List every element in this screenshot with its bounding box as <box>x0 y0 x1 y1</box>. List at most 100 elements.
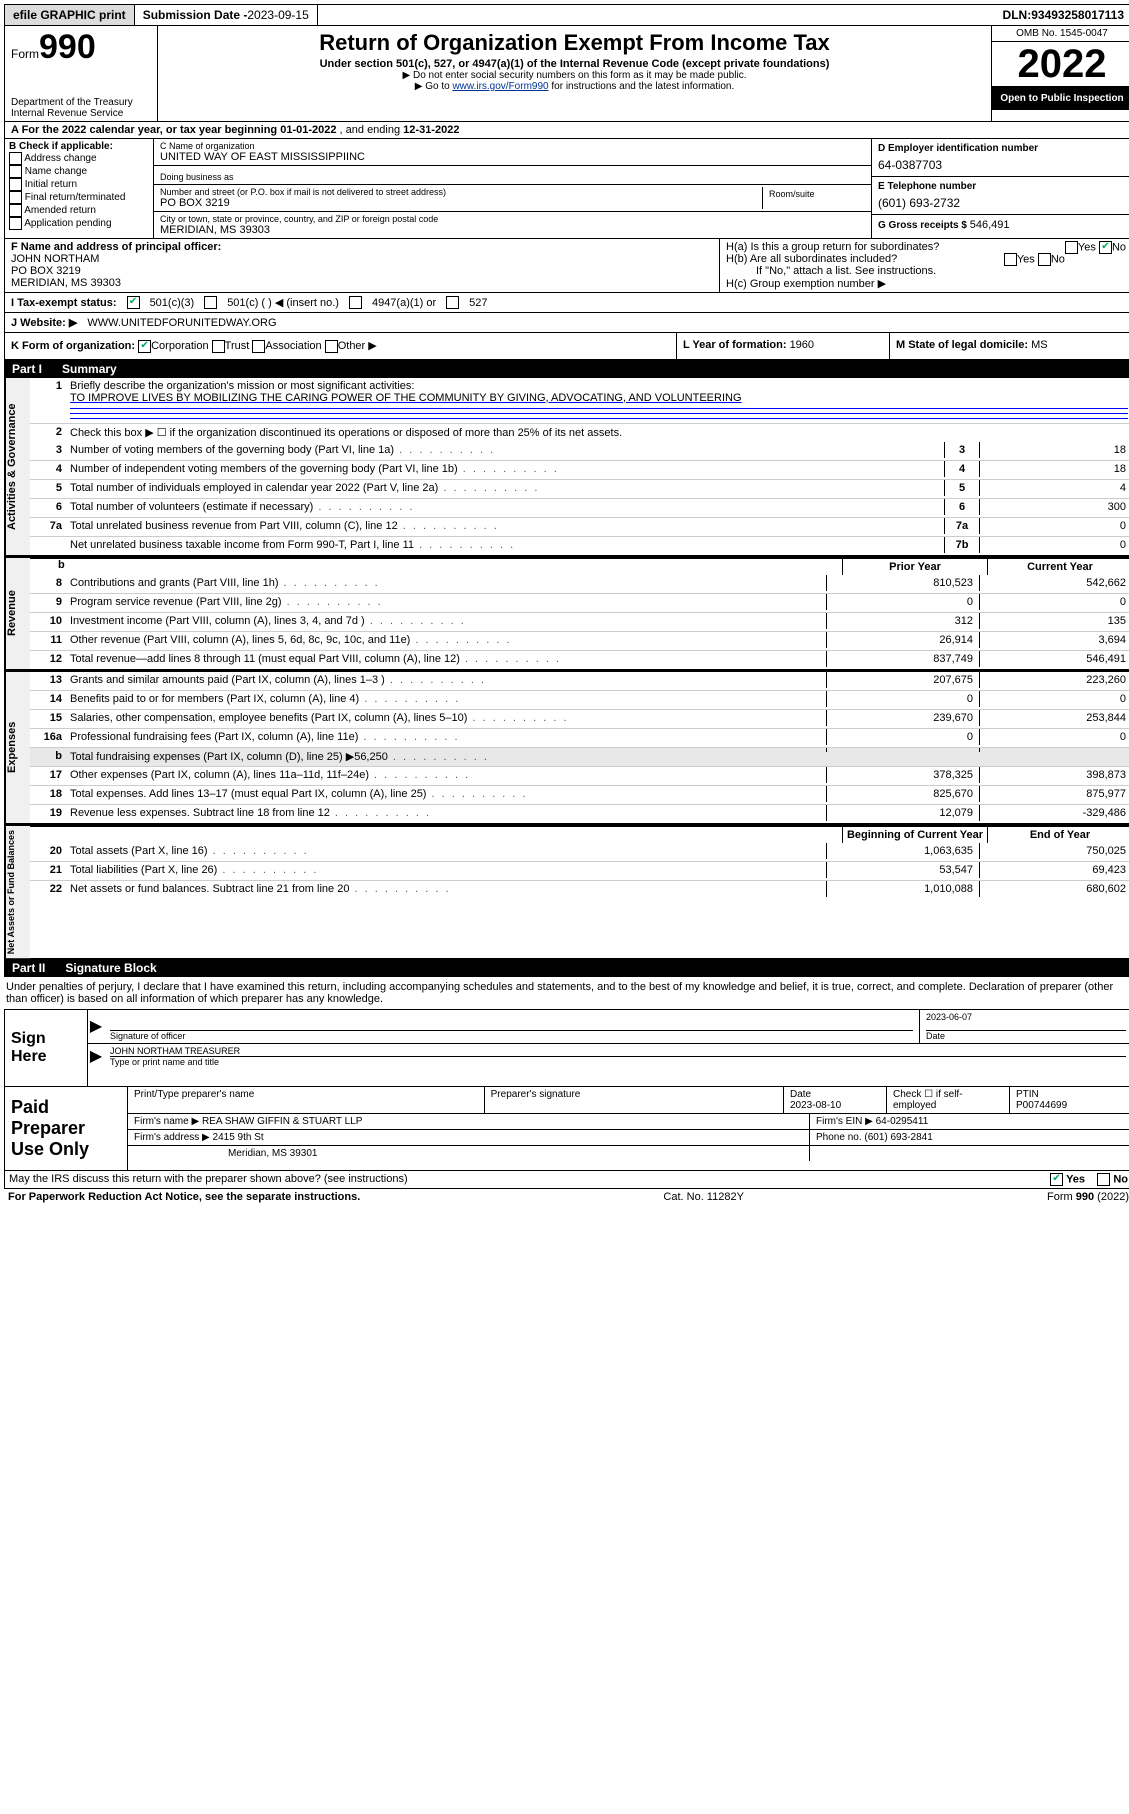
ha-no-cb[interactable] <box>1099 241 1112 254</box>
net-line-22: 22Net assets or fund balances. Subtract … <box>30 880 1129 899</box>
firm-phone-value: (601) 693-2841 <box>864 1132 932 1143</box>
sig-arrow2-icon: ▶ <box>88 1044 104 1069</box>
line1-label: Briefly describe the organization's miss… <box>70 380 414 392</box>
gov-line-7a: 7aTotal unrelated business revenue from … <box>30 517 1129 536</box>
firm-addr2-value: Meridian, MS 39301 <box>128 1146 810 1161</box>
firm-phone-label: Phone no. <box>816 1132 864 1143</box>
section-expenses: Expenses 13Grants and similar amounts pa… <box>4 670 1129 824</box>
firm-name-label: Firm's name ▶ <box>134 1116 202 1127</box>
exp-line-15: 15Salaries, other compensation, employee… <box>30 709 1129 728</box>
cb-final-return[interactable]: Final return/terminated <box>9 191 149 204</box>
hb-no-cb[interactable] <box>1038 253 1051 266</box>
cb-527[interactable] <box>446 296 459 309</box>
hb-label: H(b) Are all subordinates included? <box>726 253 897 265</box>
exp-line-b: bTotal fundraising expenses (Part IX, co… <box>30 747 1129 766</box>
ha-row: H(a) Is this a group return for subordin… <box>726 241 1126 253</box>
cb-name-change[interactable]: Name change <box>9 165 149 178</box>
ha-yes-cb[interactable] <box>1065 241 1078 254</box>
group-return-box: H(a) Is this a group return for subordin… <box>719 239 1129 292</box>
opt-501c: 501(c) ( ) ◀ (insert no.) <box>227 296 339 309</box>
cb-amended-return[interactable]: Amended return <box>9 204 149 217</box>
row-l-formation: L Year of formation: 1960 <box>676 333 889 359</box>
cb-corp[interactable] <box>138 340 151 353</box>
net-line-21: 21Total liabilities (Part X, line 26)53,… <box>30 861 1129 880</box>
discuss-no: No <box>1113 1173 1128 1185</box>
prep-date-label: Date <box>790 1089 880 1100</box>
efile-print-button[interactable]: efile GRAPHIC print <box>5 5 135 25</box>
form-header: Form990 Department of the Treasury Inter… <box>4 26 1129 122</box>
sign-here-label: Sign Here <box>5 1010 88 1086</box>
sig-date-label: Date <box>926 1031 1126 1041</box>
row-j-value: WWW.UNITEDFORUNITEDWAY.ORG <box>87 317 276 329</box>
cb-assoc[interactable] <box>252 340 265 353</box>
ha-yes: Yes <box>1078 241 1096 253</box>
opt-trust: Trust <box>225 340 250 352</box>
part2-title: Signature Block <box>65 961 156 975</box>
cb-501c[interactable] <box>204 296 217 309</box>
goto-pre: Go to <box>425 81 452 92</box>
submission-date-cell: Submission Date - 2023-09-15 <box>135 5 318 25</box>
cb-application-pending[interactable]: Application pending <box>9 217 149 230</box>
discuss-yes-cb[interactable] <box>1050 1173 1063 1186</box>
row-k-label: K Form of organization: <box>11 340 135 352</box>
hb-note: If "No," attach a list. See instructions… <box>726 265 1126 277</box>
cb-initial-return[interactable]: Initial return <box>9 178 149 191</box>
hb-no: No <box>1051 253 1065 265</box>
col-b-title: B Check if applicable: <box>9 141 149 152</box>
ein-box: D Employer identification number 64-0387… <box>872 139 1129 177</box>
form-num: 990 <box>39 28 96 66</box>
submission-date-value: 2023-09-15 <box>247 8 308 22</box>
street-value: PO BOX 3219 <box>160 197 762 209</box>
exp-line-16a: 16aProfessional fundraising fees (Part I… <box>30 728 1129 747</box>
rev-col-headers: b Prior Year Current Year <box>30 558 1129 575</box>
cb-address-change[interactable]: Address change <box>9 152 149 165</box>
row-a-begin: 01-01-2022 <box>280 124 336 136</box>
gross-value: 546,491 <box>970 219 1010 231</box>
cb-4947[interactable] <box>349 296 362 309</box>
form-title: Return of Organization Exempt From Incom… <box>168 30 981 56</box>
gov-line-5: 5Total number of individuals employed in… <box>30 479 1129 498</box>
submission-date-label: Submission Date - <box>143 8 248 22</box>
part2-num: Part II <box>12 961 45 975</box>
opt-501c3: 501(c)(3) <box>150 297 195 309</box>
dln-cell: DLN: 93493258017113 <box>318 5 1129 25</box>
phone-box: E Telephone number (601) 693-2732 <box>872 177 1129 215</box>
sig-intro: Under penalties of perjury, I declare th… <box>4 977 1129 1009</box>
tax-year: 2022 <box>992 42 1129 87</box>
exp-line-17: 17Other expenses (Part IX, column (A), l… <box>30 766 1129 785</box>
goto-post: for instructions and the latest informat… <box>549 81 735 92</box>
row-m-value: MS <box>1031 339 1048 351</box>
exp-line-14: 14Benefits paid to or for members (Part … <box>30 690 1129 709</box>
phone-label: E Telephone number <box>878 181 1126 192</box>
firm-addr-label: Firm's address ▶ <box>134 1132 213 1143</box>
cb-trust[interactable] <box>212 340 225 353</box>
exp-line-13: 13Grants and similar amounts paid (Part … <box>30 672 1129 690</box>
row-a-tax-year: A For the 2022 calendar year, or tax yea… <box>4 122 1129 139</box>
sig-date-value: 2023-06-07 <box>926 1012 1126 1031</box>
rev-line-8: 8Contributions and grants (Part VIII, li… <box>30 575 1129 593</box>
cb-501c3[interactable] <box>127 296 140 309</box>
gov-line-3: 3Number of voting members of the governi… <box>30 442 1129 460</box>
irs-link[interactable]: www.irs.gov/Form990 <box>452 81 548 92</box>
paid-preparer-label: Paid Preparer Use Only <box>5 1087 128 1170</box>
hdr-prior-year: Prior Year <box>842 559 987 575</box>
dba-box: Doing business as <box>154 166 871 185</box>
prep-row-4: Meridian, MS 39301 <box>128 1146 1129 1161</box>
discuss-label: May the IRS discuss this return with the… <box>9 1173 408 1185</box>
paid-preparer-block: Paid Preparer Use Only Print/Type prepar… <box>4 1087 1129 1171</box>
ha-no: No <box>1112 241 1126 253</box>
exp-line-19: 19Revenue less expenses. Subtract line 1… <box>30 804 1129 823</box>
gov-line-7b: Net unrelated business taxable income fr… <box>30 536 1129 555</box>
firm-ein-label: Firm's EIN ▶ <box>816 1116 876 1127</box>
cb-other[interactable] <box>325 340 338 353</box>
city-box: City or town, state or province, country… <box>154 212 871 238</box>
hdr-begin-year: Beginning of Current Year <box>842 827 987 843</box>
hb-yes-cb[interactable] <box>1004 253 1017 266</box>
prep-name-label: Print/Type preparer's name <box>134 1089 478 1100</box>
form-subtitle: Under section 501(c), 527, or 4947(a)(1)… <box>168 58 981 70</box>
discuss-row: May the IRS discuss this return with the… <box>4 1171 1129 1189</box>
ha-label: H(a) Is this a group return for subordin… <box>726 241 939 253</box>
firm-name-value: REA SHAW GIFFIN & STUART LLP <box>202 1116 362 1127</box>
discuss-no-cb[interactable] <box>1097 1173 1110 1186</box>
open-public-badge: Open to Public Inspection <box>992 87 1129 110</box>
